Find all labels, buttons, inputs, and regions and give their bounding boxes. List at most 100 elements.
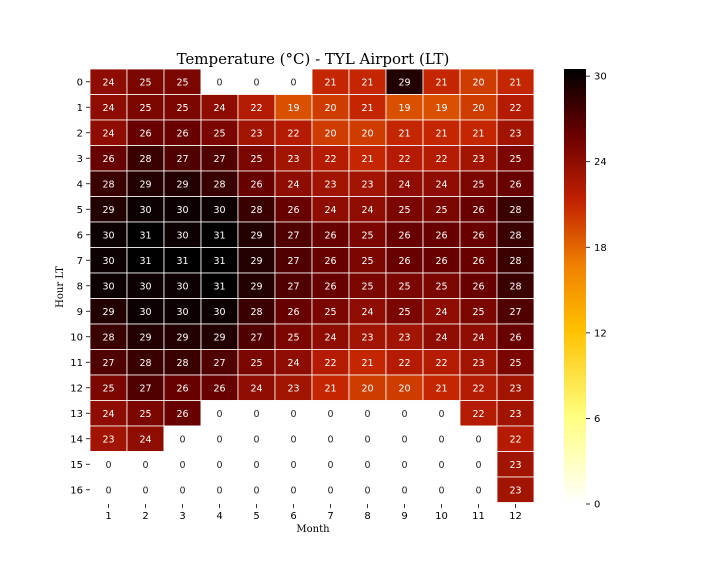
cell-value-label: 25 [213,128,225,139]
cell-value-label: 30 [176,281,188,292]
cell-value-label: 23 [472,358,484,369]
cell-value-label: 22 [398,358,410,369]
cell-value-label: 22 [435,154,447,165]
cell-value-label: 31 [139,230,151,241]
cell-value-label: 0 [438,485,444,496]
cell-value-label: 31 [213,281,225,292]
colorbar-tick-label: 0 [594,500,600,511]
heatmap-cell [459,349,498,376]
cell-value-label: 24 [102,77,114,88]
cell-value-label: 24 [287,358,299,369]
cell-value-label: 28 [509,281,521,292]
cell-value-label: 0 [216,409,222,420]
y-tick-label: 15 [70,460,83,471]
cell-value-label: 25 [361,281,373,292]
heatmap-cell [163,247,202,274]
heatmap-cell [348,94,387,121]
heatmap-cell [496,94,535,121]
cell-value-label: 30 [139,307,151,318]
colorbar-tick-label: 30 [594,72,607,83]
heatmap-cell [126,94,165,121]
cell-value-label: 25 [472,307,484,318]
cell-value-label: 19 [398,103,410,114]
heatmap-cell [126,68,165,95]
cell-value-label: 23 [509,409,521,420]
heatmap-cell [496,221,535,248]
heatmap-cell [496,451,535,478]
cell-value-label: 25 [102,383,114,394]
cell-value-label: 0 [290,434,296,445]
heatmap-cell [200,374,239,401]
heatmap-cell [311,298,350,325]
cell-value-label: 0 [475,434,481,445]
cell-value-label: 24 [324,332,336,343]
heatmap-cell [459,94,498,121]
heatmap-cell [459,247,498,274]
heatmap-cell [200,94,239,121]
cell-value-label: 26 [472,230,484,241]
heatmap-cell [237,170,276,197]
cell-value-label: 0 [216,485,222,496]
y-tick-label: 13 [70,409,83,420]
heatmap-cell [311,170,350,197]
cell-value-label: 25 [287,332,299,343]
heatmap-cell [422,196,461,223]
cell-value-label: 29 [176,332,188,343]
cell-value-label: 0 [253,409,259,420]
heatmap-cell [385,272,424,299]
cell-value-label: 30 [139,205,151,216]
cell-value-label: 0 [438,409,444,420]
heatmap-cell [422,425,461,452]
heatmap-cell [274,145,313,172]
heatmap-cell [422,298,461,325]
heatmap-cell [200,196,239,223]
cell-value-label: 27 [287,281,299,292]
x-tick-label: 12 [509,511,522,522]
cell-value-label: 0 [401,460,407,471]
heatmap-cell [496,247,535,274]
x-tick-label: 4 [216,511,222,522]
colorbar [564,69,586,504]
heatmap-cell [200,247,239,274]
cell-value-label: 0 [364,485,370,496]
heatmap-cell [422,349,461,376]
y-tick-label: 8 [77,281,83,292]
cell-value-label: 24 [361,307,373,318]
cell-value-label: 26 [102,154,114,165]
cell-value-label: 26 [287,205,299,216]
cell-value-label: 30 [213,307,225,318]
cell-value-label: 23 [102,434,114,445]
heatmap-cell [348,196,387,223]
cell-value-label: 0 [179,485,185,496]
cell-value-label: 29 [102,205,114,216]
cell-value-label: 25 [139,409,151,420]
cell-value-label: 21 [509,77,521,88]
cell-value-label: 0 [327,460,333,471]
cell-value-label: 0 [364,409,370,420]
cell-value-label: 27 [213,154,225,165]
heatmap-cell [459,323,498,350]
cell-value-label: 0 [179,460,185,471]
cell-value-label: 23 [287,383,299,394]
cell-value-label: 29 [213,332,225,343]
heatmap-cell [311,349,350,376]
heatmap-cell [89,247,128,274]
cell-value-label: 0 [290,460,296,471]
cell-value-label: 24 [361,205,373,216]
cell-value-label: 24 [250,383,262,394]
cell-value-label: 25 [398,307,410,318]
y-tick-label: 16 [70,485,83,496]
cell-value-label: 24 [213,103,225,114]
cell-value-label: 28 [509,256,521,267]
heatmap-cell [237,247,276,274]
cell-value-label: 0 [401,409,407,420]
heatmap-cell [496,425,535,452]
y-tick-label: 3 [77,154,83,165]
heatmap-cell [89,145,128,172]
heatmap-cell [89,400,128,427]
cell-value-label: 24 [435,307,447,318]
heatmap-cell [200,221,239,248]
cell-value-label: 26 [435,256,447,267]
